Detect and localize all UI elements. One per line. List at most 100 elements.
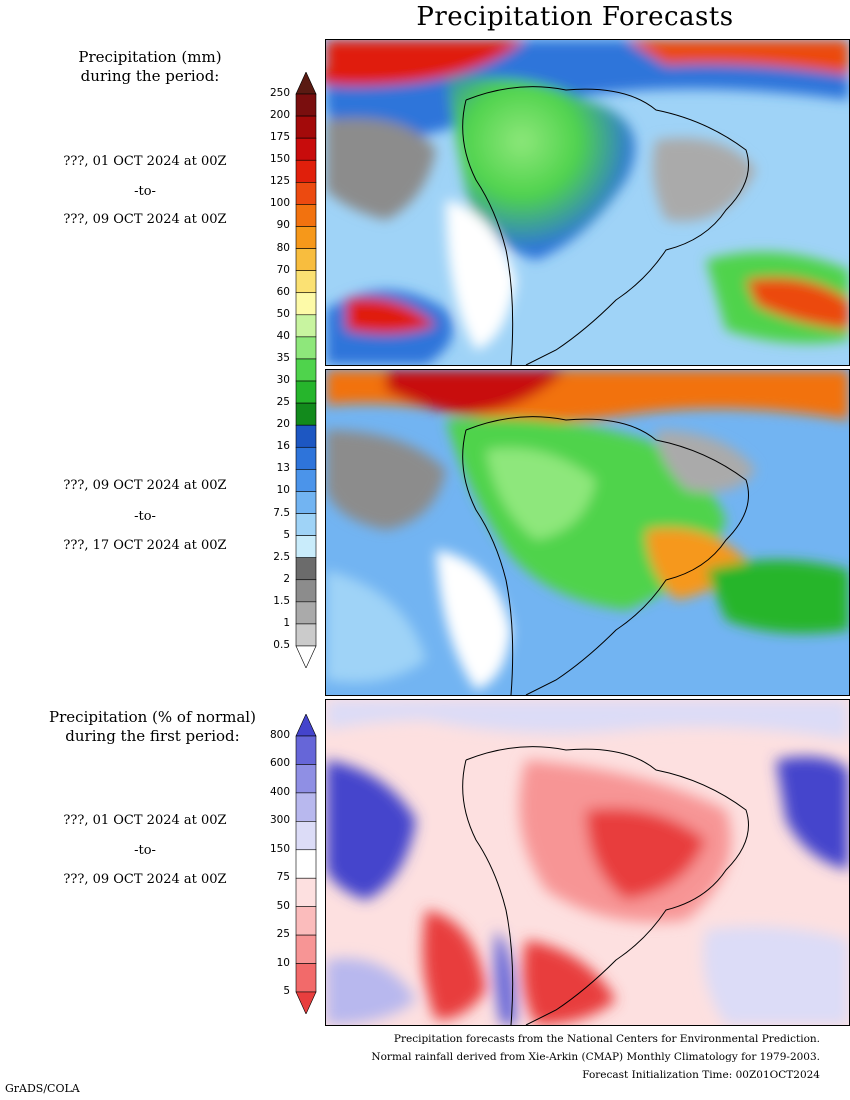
mm-colorbar-level-label: 175 bbox=[269, 131, 290, 144]
mm-colorbar-level-label: 1.5 bbox=[273, 594, 290, 607]
mm-colorbar-level-label: 60 bbox=[276, 285, 290, 298]
pct-colorbar-swatch bbox=[295, 963, 317, 993]
mm-colorbar-level-label: 125 bbox=[269, 175, 290, 188]
period-1-start: ???, 01 OCT 2024 at 00Z bbox=[63, 154, 227, 169]
pct-colorbar-level-label: 10 bbox=[276, 956, 290, 969]
grads-credit: GrADS/COLA bbox=[5, 1082, 80, 1095]
period-3-sep: -to- bbox=[134, 843, 156, 858]
mm-colorbar-level-label: 50 bbox=[276, 307, 290, 320]
mm-colorbar-swatch bbox=[295, 535, 317, 558]
mm-colorbar-level-label: 80 bbox=[276, 241, 290, 254]
pct-colorbar-level-label: 50 bbox=[276, 899, 290, 912]
footer-line-1: Precipitation forecasts from the Nationa… bbox=[393, 1033, 820, 1045]
mm-colorbar-swatch bbox=[295, 336, 317, 360]
mm-colorbar-level-label: 7.5 bbox=[273, 506, 290, 519]
period-3-end: ???, 09 OCT 2024 at 00Z bbox=[63, 872, 227, 887]
pct-colorbar-level-label: 400 bbox=[269, 785, 290, 798]
footer-line-3: Forecast Initialization Time: 00Z01OCT20… bbox=[582, 1069, 820, 1081]
pct-colorbar-swatch bbox=[295, 792, 317, 822]
period-3-start: ???, 01 OCT 2024 at 00Z bbox=[63, 813, 227, 828]
mm-colorbar-swatch bbox=[295, 248, 317, 271]
mm-colorbar-level-label: 5 bbox=[283, 528, 290, 541]
mm-colorbar-level-label: 0.5 bbox=[273, 639, 290, 651]
mm-colorbar-swatch bbox=[295, 557, 317, 581]
pct-colorbar-level-label: 5 bbox=[283, 985, 290, 997]
footer-line-2: Normal rainfall derived from Xie-Arkin (… bbox=[371, 1051, 820, 1063]
mm-colorbar-level-label: 10 bbox=[276, 484, 290, 497]
mm-colorbar-level-label: 70 bbox=[276, 263, 290, 276]
pct-colorbar-swatch bbox=[295, 934, 317, 964]
mm-colorbar-level-label: 13 bbox=[276, 462, 290, 475]
mm-colorbar-level-label: 40 bbox=[276, 329, 290, 342]
mm-colorbar-swatch bbox=[295, 402, 317, 426]
period-2-start: ???, 09 OCT 2024 at 00Z bbox=[63, 478, 227, 493]
mm-colorbar-level-label: 20 bbox=[276, 418, 290, 431]
mm-colorbar-swatch bbox=[295, 491, 317, 514]
mm-colorbar-swatch bbox=[295, 579, 317, 603]
mm-colorbar-level-label: 2.5 bbox=[273, 550, 290, 563]
mm-colorbar-swatch bbox=[295, 446, 317, 470]
pct-colorbar-level-label: 800 bbox=[269, 729, 290, 741]
mm-colorbar-level-label: 35 bbox=[276, 351, 290, 364]
mm-colorbar-swatch bbox=[295, 358, 317, 382]
mm-colorbar-swatches bbox=[295, 72, 317, 668]
period-1-end: ???, 09 OCT 2024 at 00Z bbox=[63, 212, 227, 227]
mm-colorbar-bottom-triangle bbox=[295, 645, 317, 668]
pct-heading-line1: Precipitation (% of normal) bbox=[49, 708, 256, 726]
pct-colorbar-swatch bbox=[295, 821, 317, 851]
mm-colorbar: 250 200 175 150 125 100 90 80 70 60 50 40 35 30 25 20 16… bbox=[252, 72, 322, 668]
mm-colorbar-swatch bbox=[295, 137, 317, 161]
pct-colorbar-swatch bbox=[295, 906, 317, 936]
mm-colorbar-swatch bbox=[295, 270, 317, 294]
mm-colorbar-swatch bbox=[295, 314, 317, 338]
mm-colorbar-swatch bbox=[295, 115, 317, 139]
page-title: Precipitation Forecasts bbox=[416, 2, 734, 32]
pct-heading-line2: during the first period: bbox=[65, 727, 240, 745]
mm-colorbar-level-label: 200 bbox=[269, 109, 290, 122]
pct-colorbar-level-label: 75 bbox=[276, 871, 290, 884]
period-1-sep: -to- bbox=[134, 184, 156, 199]
pct-colorbar-level-label: 150 bbox=[269, 842, 290, 855]
mm-colorbar-swatch bbox=[295, 93, 317, 117]
pct-colorbar-level-label: 300 bbox=[269, 814, 290, 827]
mm-colorbar-swatch bbox=[295, 380, 317, 404]
pct-colorbar-top-triangle bbox=[295, 714, 317, 737]
percent-normal-map bbox=[325, 699, 850, 1026]
mm-colorbar-level-label: 30 bbox=[276, 374, 290, 387]
mm-colorbar-level-label: 100 bbox=[269, 197, 290, 210]
pct-colorbar-swatch bbox=[295, 877, 317, 907]
pct-colorbar-level-label: 600 bbox=[269, 757, 290, 770]
pct-colorbar-swatch bbox=[295, 849, 317, 879]
mm-colorbar-level-label: 2 bbox=[283, 572, 290, 585]
mm-colorbar-level-label: 150 bbox=[269, 153, 290, 166]
pct-colorbar-swatches bbox=[295, 714, 317, 1014]
mm-colorbar-swatch bbox=[295, 226, 317, 249]
pct-colorbar-swatch bbox=[295, 764, 317, 794]
pct-colorbar-swatch bbox=[295, 735, 317, 765]
mm-colorbar-level-label: 25 bbox=[276, 396, 290, 409]
mm-colorbar-level-label: 250 bbox=[269, 87, 290, 99]
mm-colorbar-level-label: 16 bbox=[276, 440, 290, 453]
mm-legend-heading: Precipitation (mm) during the period: bbox=[40, 48, 260, 86]
mm-heading-line1: Precipitation (mm) bbox=[78, 48, 222, 66]
pct-colorbar-level-label: 25 bbox=[276, 928, 290, 941]
mm-heading-line2: during the period: bbox=[80, 67, 220, 85]
mm-colorbar-top-triangle bbox=[295, 72, 317, 95]
pct-legend-heading: Precipitation (% of normal) during the f… bbox=[35, 708, 270, 746]
pct-colorbar-bottom-triangle bbox=[295, 991, 317, 1014]
mm-colorbar-level-label: 90 bbox=[276, 219, 290, 232]
mm-colorbar-swatch bbox=[295, 601, 317, 625]
precip-map-period-2 bbox=[325, 369, 850, 696]
mm-colorbar-swatch bbox=[295, 424, 317, 448]
mm-colorbar-level-label: 1 bbox=[283, 616, 290, 629]
mm-colorbar-swatch bbox=[295, 159, 317, 183]
mm-colorbar-swatch bbox=[295, 182, 317, 205]
mm-colorbar-swatch bbox=[295, 204, 317, 227]
period-2-sep: -to- bbox=[134, 509, 156, 524]
mm-colorbar-swatch bbox=[295, 623, 317, 647]
mm-colorbar-swatch bbox=[295, 513, 317, 536]
percent-colorbar: 800 600 400 300 150 75 50 25 10 5 bbox=[252, 714, 322, 1014]
mm-colorbar-swatch bbox=[295, 292, 317, 316]
period-2-end: ???, 17 OCT 2024 at 00Z bbox=[63, 538, 227, 553]
precip-map-period-1 bbox=[325, 39, 850, 366]
